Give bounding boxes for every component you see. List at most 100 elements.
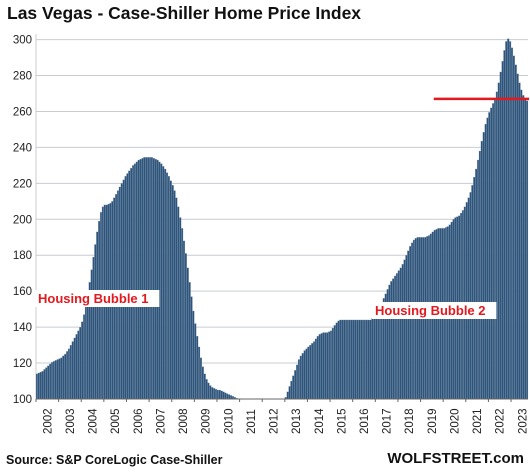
bar (367, 319, 370, 400)
bar (514, 64, 517, 400)
bar (352, 319, 355, 400)
x-tick-label: 2012 (269, 408, 281, 434)
x-tick-label: 2017 (382, 408, 394, 434)
bar (405, 255, 408, 400)
bar (37, 372, 40, 400)
bar (335, 322, 338, 400)
bar (337, 320, 340, 400)
bar (469, 192, 472, 400)
bar (297, 359, 301, 400)
bar (407, 250, 410, 400)
bar (343, 319, 346, 400)
x-tick-label: 2013 (291, 408, 303, 434)
x-tick-label: 2010 (223, 408, 235, 434)
annotation-label: Housing Bubble 1 (38, 291, 149, 306)
annotations: Housing Bubble 1 Housing Bubble 2 (35, 290, 497, 319)
bar (84, 305, 88, 400)
bar (156, 159, 159, 400)
bar (186, 267, 189, 400)
bar (230, 395, 233, 400)
annotation-background (35, 290, 160, 307)
bar (373, 316, 376, 400)
bar (52, 361, 55, 400)
bar (497, 82, 500, 400)
bar (126, 173, 129, 400)
bar (503, 50, 506, 400)
bar (322, 332, 325, 400)
bar (137, 159, 140, 400)
bar (207, 382, 210, 400)
bar (96, 231, 99, 400)
bar (173, 190, 176, 400)
bar (177, 206, 180, 400)
bar (473, 176, 476, 400)
bar (401, 264, 404, 400)
x-tick-label: 2018 (404, 408, 416, 434)
bar (360, 319, 363, 400)
x-tick-label: 2014 (314, 408, 326, 434)
y-axis: 100 120 140 160 180 200 220 240 260 280 300 (13, 35, 32, 406)
x-tick-label: 2003 (65, 408, 77, 434)
x-tick-label: 2011 (246, 409, 258, 434)
bar (147, 157, 150, 400)
bar (43, 369, 46, 400)
bar (348, 319, 351, 400)
bar (482, 132, 485, 400)
bar (358, 319, 361, 400)
bar (318, 334, 321, 400)
bar (184, 253, 187, 400)
x-tick-label: 2020 (449, 408, 461, 434)
bar (179, 217, 182, 400)
bar (378, 306, 382, 400)
bar (294, 370, 297, 400)
bar (516, 73, 519, 400)
bar (69, 344, 72, 400)
bar (475, 168, 478, 400)
bar (135, 161, 138, 400)
bar (148, 157, 152, 400)
bar (220, 390, 223, 400)
bar (411, 242, 414, 400)
bar (164, 168, 167, 400)
bar (158, 161, 161, 400)
bar (486, 117, 489, 400)
bar (488, 112, 491, 400)
bar (329, 330, 333, 400)
brand-logo: WOLFSTREET.com (387, 450, 524, 467)
y-tick-label: 220 (13, 178, 32, 190)
bar (50, 362, 54, 400)
bar (145, 157, 148, 400)
bar (311, 343, 314, 400)
bar (369, 319, 372, 400)
bar (331, 327, 334, 400)
bar (192, 310, 195, 400)
bar (67, 348, 71, 400)
x-tick-label: 2021 (472, 408, 484, 434)
bar (363, 319, 367, 400)
bar (73, 337, 76, 400)
bar (86, 294, 89, 400)
bar (83, 314, 86, 400)
source-note: Source: S&P CoreLogic Case-Shiller (6, 453, 223, 467)
bar (94, 244, 97, 400)
bar (181, 228, 184, 400)
bar (341, 319, 344, 400)
bar (397, 270, 400, 400)
bar (175, 197, 178, 400)
bar (141, 158, 144, 400)
y-tick-label: 200 (13, 214, 32, 226)
bar (394, 275, 397, 400)
y-tick-label: 240 (13, 142, 32, 154)
bar (392, 278, 395, 400)
bar (199, 357, 203, 400)
x-tick-label: 2007 (155, 408, 167, 434)
bar (299, 355, 302, 400)
bar (324, 332, 327, 400)
bar (303, 350, 306, 400)
bar (350, 319, 353, 400)
bar (501, 61, 504, 400)
bar (525, 100, 529, 400)
chart-title: Las Vegas - Case-Shiller Home Price Inde… (7, 3, 362, 23)
bar (167, 176, 170, 400)
bar (465, 202, 468, 400)
